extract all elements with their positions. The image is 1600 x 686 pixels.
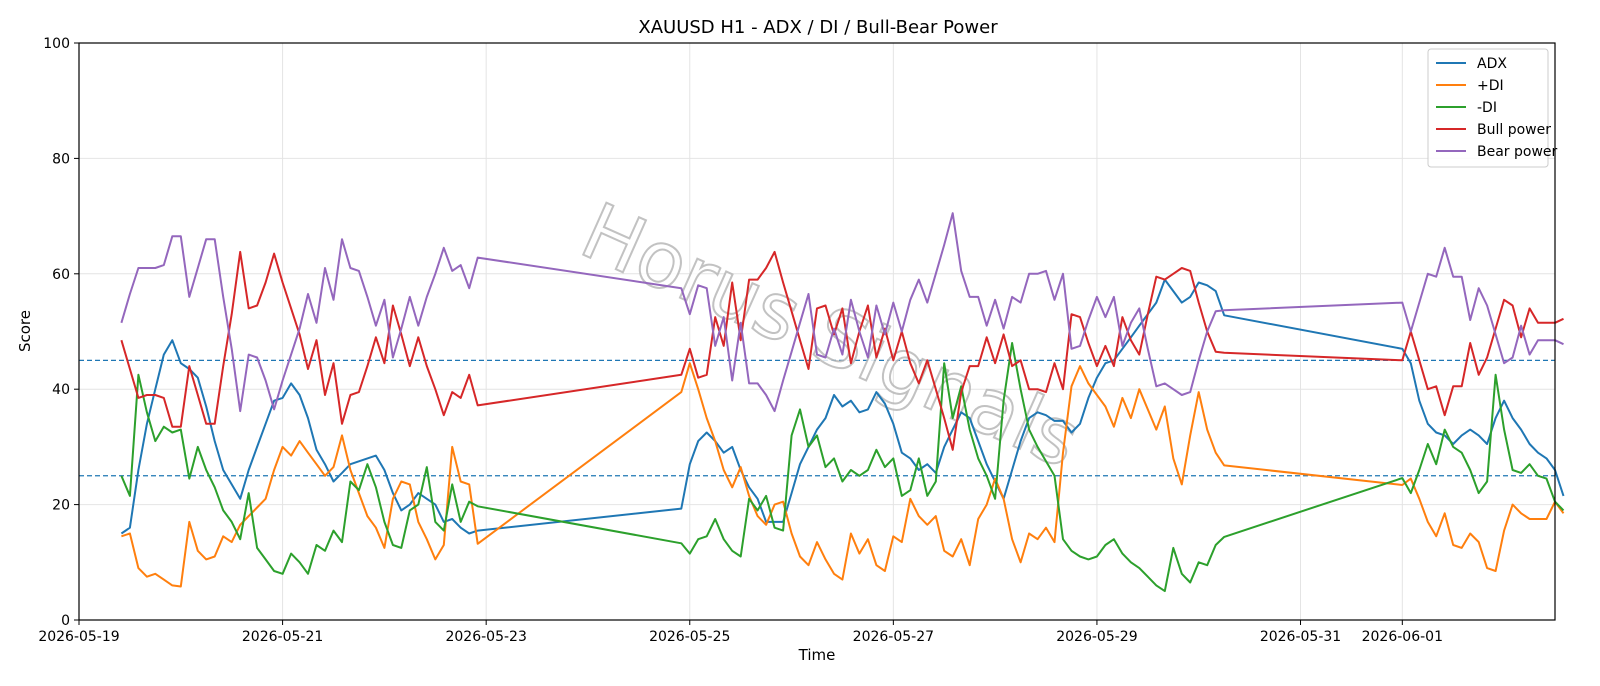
legend: ADX +DI -DI Bull power Bear power: [1427, 48, 1558, 168]
x-tick-label: 2026-05-23: [445, 629, 526, 645]
y-axis-title: Score: [16, 310, 34, 352]
x-tick-label: 2026-05-25: [649, 629, 730, 645]
legend-label: Bull power: [1477, 122, 1551, 138]
x-tick-label: 2026-05-29: [1056, 629, 1137, 645]
y-axis-ticks: 0 20 40 60 80 100: [43, 36, 79, 629]
series-line-adx: [120, 278, 1565, 535]
series-line-bull-power: [120, 250, 1564, 451]
y-tick-label: 80: [52, 151, 70, 167]
y-tick-label: 100: [43, 36, 70, 52]
legend-label: +DI: [1477, 78, 1504, 94]
series-line-di: [121, 362, 1565, 588]
y-tick-label: 0: [61, 613, 70, 629]
x-axis-ticks: 2026-05-19 2026-05-21 2026-05-23 2026-05-25…: [38, 620, 1443, 645]
legend-label: ADX: [1477, 56, 1507, 72]
series-line-di: [120, 342, 1565, 593]
y-tick-label: 60: [52, 267, 70, 283]
series-lines: [120, 212, 1565, 593]
chart-title: XAUUSD H1 - ADX / DI / Bull-Bear Power: [638, 17, 998, 38]
plot-frame: [78, 42, 1556, 621]
y-tick-label: 20: [52, 498, 70, 514]
series-line-bear-power: [120, 212, 1564, 413]
y-tick-label: 40: [52, 382, 70, 398]
x-tick-label: 2026-06-01: [1362, 629, 1443, 645]
x-tick-label: 2026-05-19: [38, 629, 119, 645]
legend-label: -DI: [1477, 100, 1497, 116]
x-tick-label: 2026-05-27: [853, 629, 934, 645]
x-tick-label: 2026-05-31: [1260, 629, 1341, 645]
x-tick-label: 2026-05-21: [242, 629, 323, 645]
legend-box: [1427, 48, 1549, 168]
legend-label: Bear power: [1477, 144, 1558, 160]
reference-lines: [79, 359, 1555, 477]
x-axis-title: Time: [798, 646, 836, 664]
